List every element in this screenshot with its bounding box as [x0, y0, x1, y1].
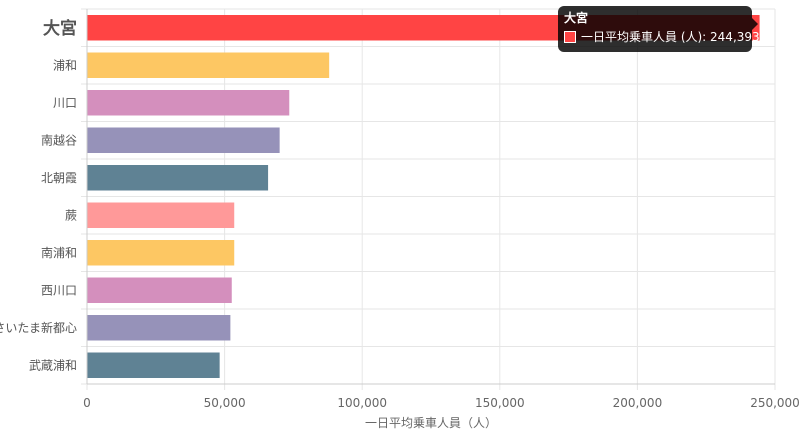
bar[interactable] [87, 165, 269, 191]
bar[interactable] [87, 352, 220, 379]
tooltip: 大宮 一日平均乗車人員 (人): 244,393 [558, 6, 760, 52]
bars [87, 15, 760, 378]
bar[interactable] [87, 240, 235, 266]
tooltip-title: 大宮 [564, 11, 589, 25]
tooltip-row: 一日平均乗車人員 (人): 244,393 [564, 28, 760, 46]
bar[interactable] [87, 127, 280, 154]
category-label: 北朝霞 [41, 171, 77, 185]
x-tick-labels: 0 50,000 100,000 150,000 200,000 250,000 [83, 396, 800, 410]
x-axis-title: 一日平均乗車人員（人） [365, 416, 497, 430]
x-tick-label: 0 [83, 396, 91, 410]
bar[interactable] [87, 202, 235, 229]
category-label: 西川口 [41, 283, 77, 297]
bar[interactable] [87, 52, 330, 79]
bar[interactable] [87, 277, 232, 304]
x-tick-label: 150,000 [475, 396, 525, 410]
bar[interactable] [87, 315, 231, 341]
tooltip-color-swatch [564, 31, 576, 43]
category-label: 南浦和 [41, 245, 77, 260]
x-tick-label: 200,000 [613, 396, 663, 410]
category-label: さいたま新都心 [0, 320, 77, 335]
category-label: 浦和 [53, 58, 77, 72]
category-label: 武蔵浦和 [29, 358, 77, 372]
x-tick-label: 100,000 [337, 396, 387, 410]
category-label: 南越谷 [41, 132, 77, 147]
category-label: 蕨 [65, 208, 77, 222]
bar[interactable] [87, 90, 290, 116]
x-tick-label: 250,000 [750, 396, 800, 410]
x-tick-label: 50,000 [204, 396, 246, 410]
tooltip-value: 一日平均乗車人員 (人): 244,393 [581, 30, 760, 44]
category-label: 大宮 [43, 18, 77, 39]
tooltip-arrow-icon [752, 18, 758, 30]
category-label: 川口 [53, 96, 77, 110]
